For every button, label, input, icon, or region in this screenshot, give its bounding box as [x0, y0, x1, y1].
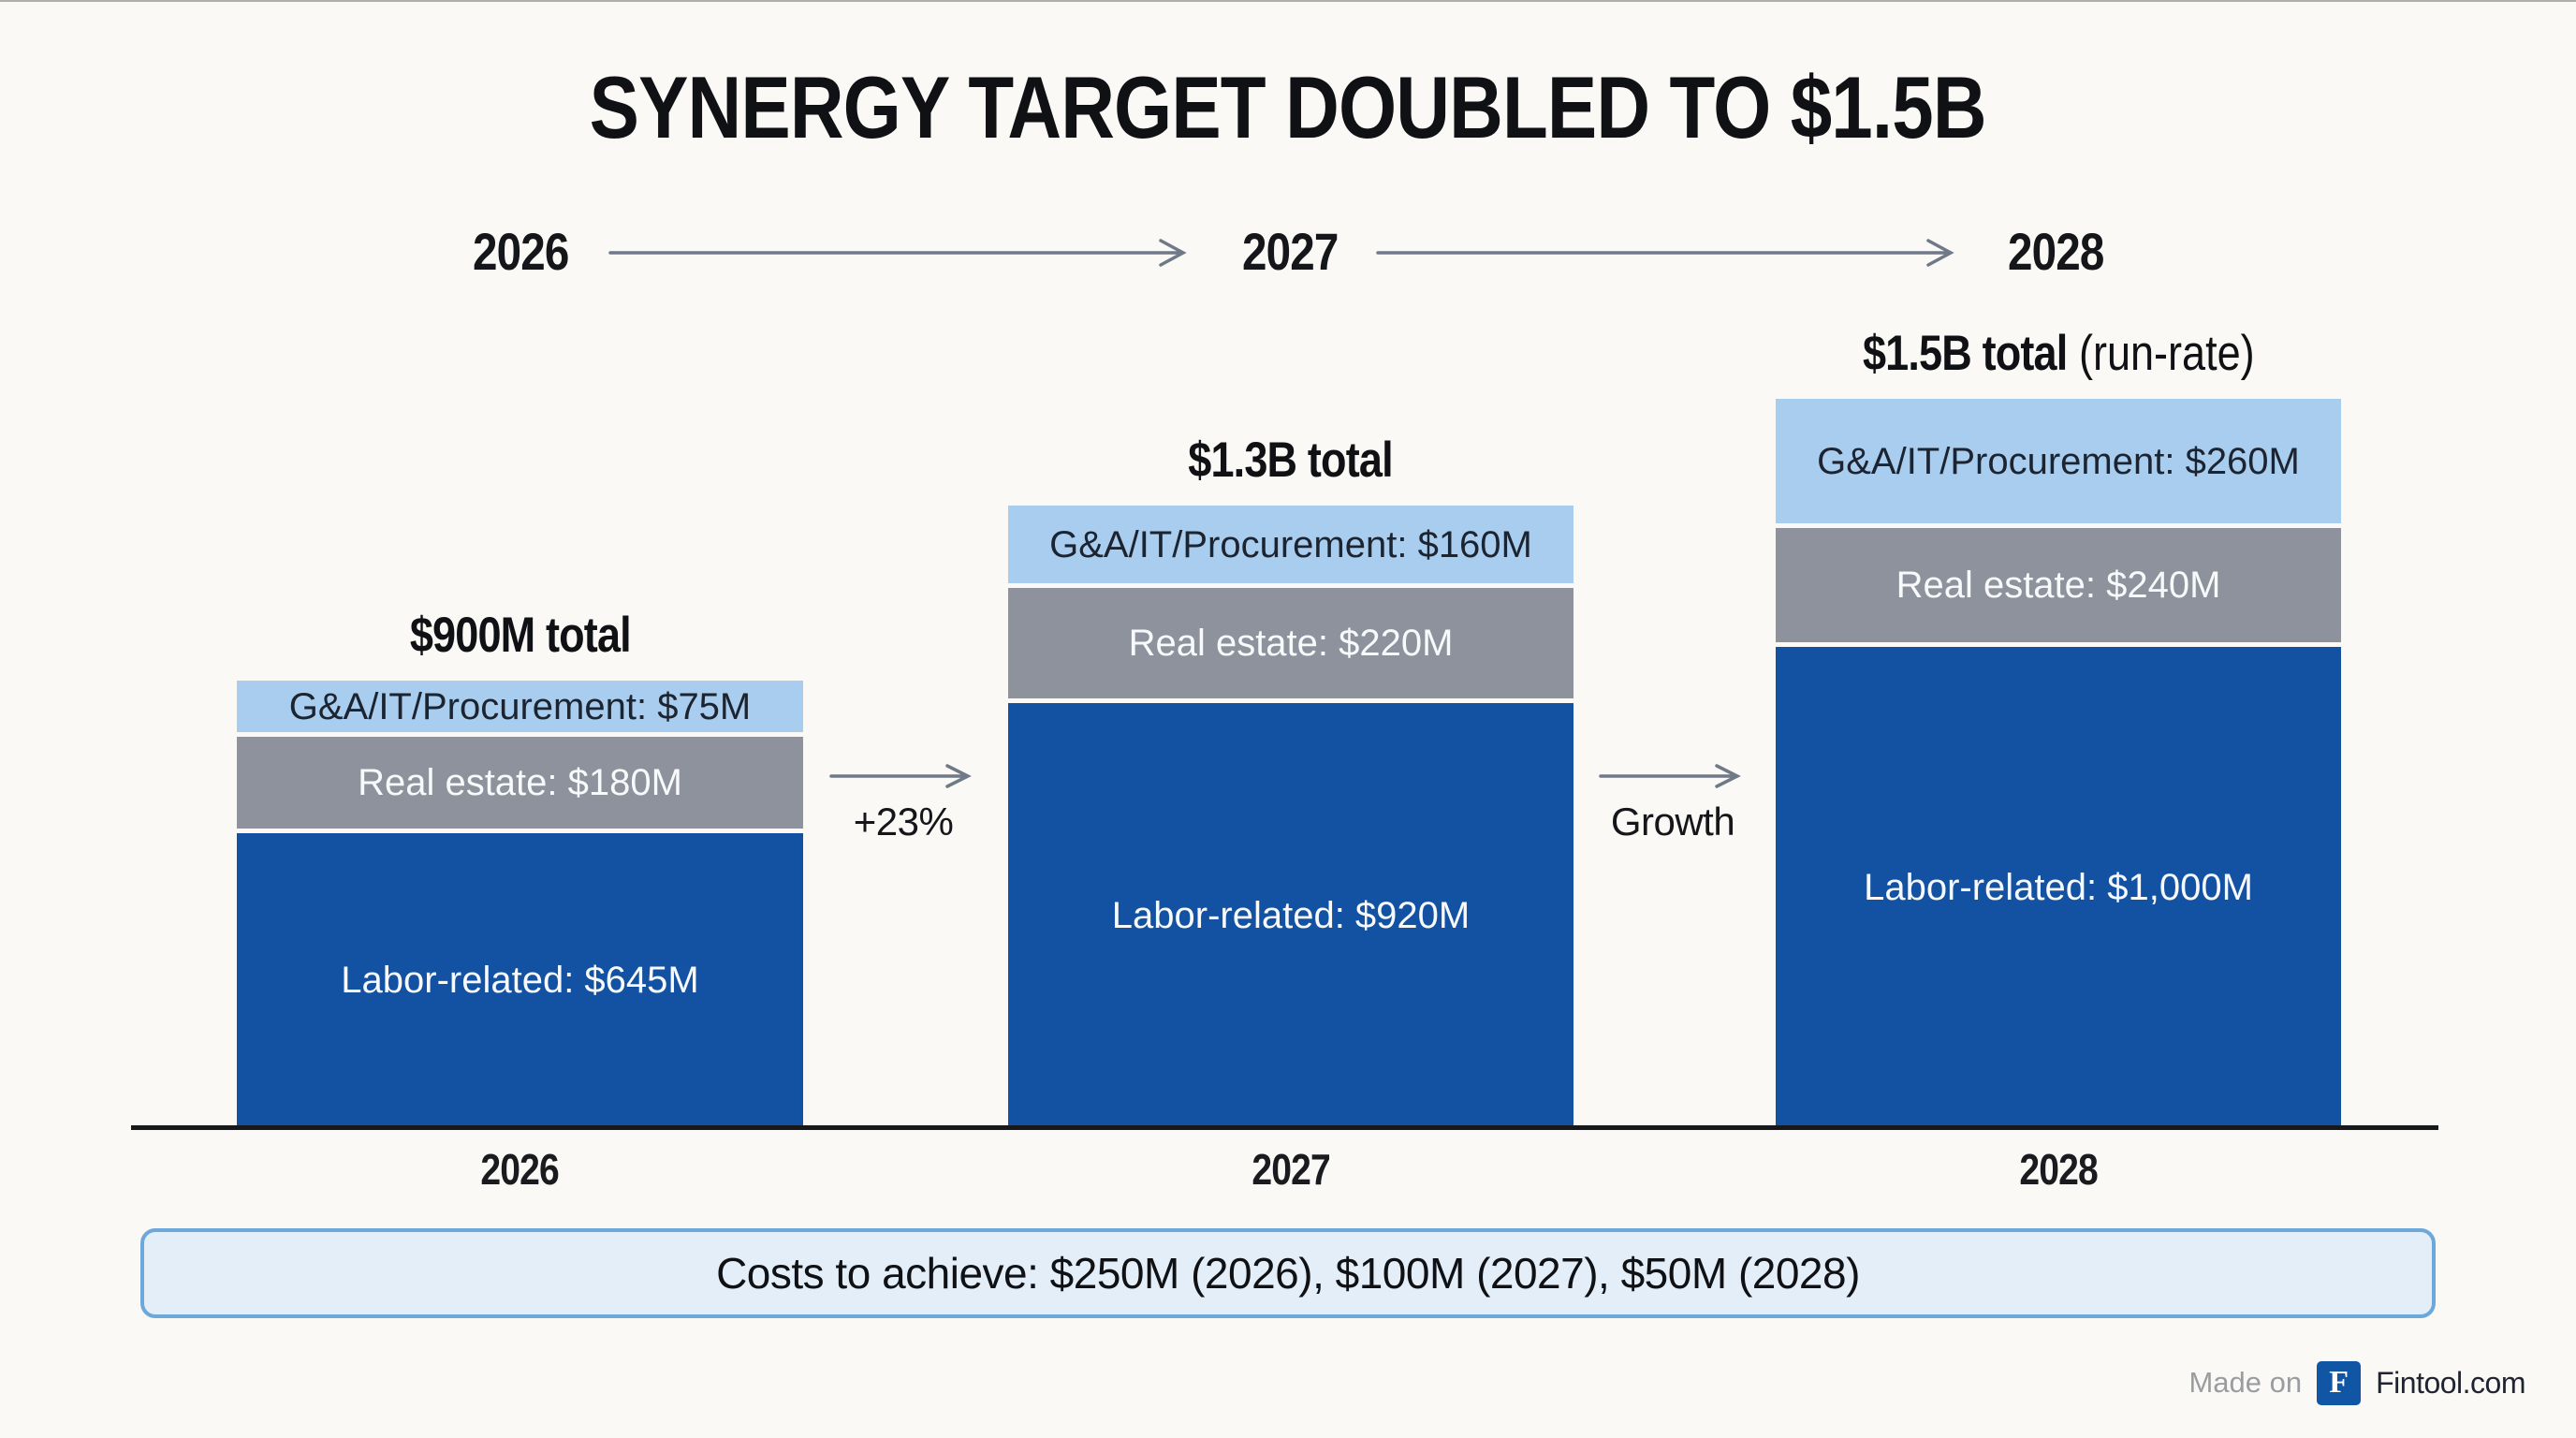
x-axis-label-2027: 2027 [1251, 1145, 1330, 1194]
timeline-arrow-icon [1376, 239, 1954, 267]
costs-to-achieve-text: Costs to achieve: $250M (2026), $100M (2… [716, 1249, 1860, 1298]
bar-segment: G&A/IT/Procurement: $160M [1008, 506, 1573, 583]
page-title-text: SYNERGY TARGET DOUBLED TO $1.5B [589, 58, 1987, 156]
costs-to-achieve-box: Costs to achieve: $250M (2026), $100M (2… [140, 1228, 2436, 1318]
bar-segment-label: Labor-related: $1,000M [1864, 866, 2253, 908]
bar-segment-label: Labor-related: $920M [1111, 894, 1471, 936]
stacked-bar-2027: $1.3B total G&A/IT/Procurement: $160M Real… [1008, 433, 1573, 1127]
timeline-year-2027: 2027 [1241, 222, 1339, 281]
bar-total-label: $1.5B total (run-rate) [1862, 326, 2255, 382]
bar-segment: Real estate: $220M [1008, 588, 1573, 698]
bar-segment-label: Real estate: $180M [358, 762, 682, 803]
bar-total-label: $1.3B total [1188, 433, 1394, 489]
x-axis-baseline [131, 1125, 2438, 1130]
bar-segment: G&A/IT/Procurement: $260M [1776, 399, 2341, 523]
growth-arrow-icon [829, 764, 972, 788]
transition-label: +23% [853, 800, 954, 844]
transition-2027-2028: Growth [1599, 760, 1747, 844]
timeline-year-2028: 2028 [2007, 222, 2104, 281]
x-axis-label-2026: 2026 [480, 1145, 560, 1194]
footer-attribution: Made on F Fintool.com [2188, 1359, 2525, 1406]
top-edge-hairline [0, 0, 2576, 2]
growth-arrow-icon [1599, 764, 1741, 788]
bar-segment-label: G&A/IT/Procurement: $160M [1049, 523, 1532, 565]
page-title: SYNERGY TARGET DOUBLED TO $1.5B [0, 58, 2576, 156]
transition-2026-2027: +23% [829, 760, 977, 844]
bar-segment-label: G&A/IT/Procurement: $260M [1817, 440, 2300, 482]
bar-segment-label: G&A/IT/Procurement: $75M [288, 685, 752, 727]
bar-segment: Real estate: $240M [1776, 528, 2341, 642]
fintool-brand-label: Fintool.com [2376, 1365, 2525, 1400]
bar-segment: Labor-related: $920M [1008, 703, 1573, 1127]
timeline-year-2026: 2026 [472, 222, 569, 281]
x-axis-label-2028: 2028 [2019, 1145, 2098, 1194]
fintool-logo-icon: F [2317, 1360, 2362, 1405]
bar-segment-label: Real estate: $240M [1895, 565, 2221, 606]
bar-segment: G&A/IT/Procurement: $75M [237, 681, 803, 732]
bar-total-label: $900M total [409, 608, 631, 664]
transition-label: Growth [1610, 800, 1735, 844]
bar-segment: Labor-related: $1,000M [1776, 647, 2341, 1127]
timeline-arrow-icon [608, 239, 1187, 267]
made-on-label: Made on [2188, 1366, 2303, 1399]
bar-segment-label: Real estate: $220M [1128, 623, 1454, 664]
stacked-bar-2028: $1.5B total (run-rate) G&A/IT/Procurement… [1776, 326, 2341, 1127]
bar-segment: Real estate: $180M [237, 737, 803, 829]
bar-segment-label: Labor-related: $645M [341, 960, 699, 1001]
stacked-bar-2026: $900M total G&A/IT/Procurement: $75M Real … [237, 608, 803, 1127]
bar-segment: Labor-related: $645M [237, 833, 803, 1127]
